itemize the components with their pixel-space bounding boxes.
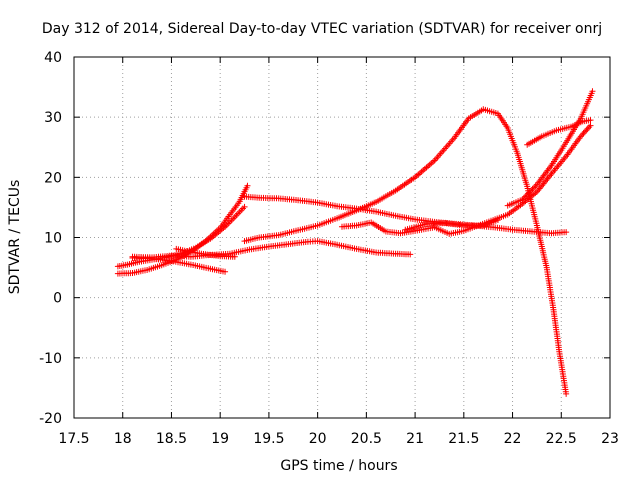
y-tick-label: 40 bbox=[44, 50, 62, 66]
y-tick-label: 0 bbox=[53, 291, 62, 307]
y-tick-label: 30 bbox=[44, 110, 62, 126]
chart-title: Day 312 of 2014, Sidereal Day-to-day VTE… bbox=[42, 21, 602, 37]
x-axis-title: GPS time / hours bbox=[280, 458, 397, 474]
series-track-g bbox=[241, 106, 570, 397]
x-tick-label: 19.5 bbox=[253, 431, 284, 447]
data-point bbox=[563, 229, 570, 236]
series-line bbox=[341, 125, 591, 235]
data-point bbox=[244, 182, 251, 189]
data-point bbox=[241, 203, 248, 210]
data-point bbox=[231, 253, 238, 260]
y-axis-title: SDTVAR / TECUs bbox=[7, 180, 23, 295]
x-tick-label: 20 bbox=[309, 431, 327, 447]
series-track-e bbox=[173, 245, 238, 260]
x-tick-label: 17.5 bbox=[58, 431, 89, 447]
x-tick-label: 22 bbox=[504, 431, 522, 447]
y-tick-label: -10 bbox=[39, 351, 62, 367]
series-track-i bbox=[504, 88, 596, 209]
x-tick-label: 23 bbox=[601, 431, 619, 447]
series-track-k bbox=[402, 217, 501, 233]
series-track-j bbox=[524, 117, 594, 148]
series-line bbox=[507, 91, 593, 207]
x-tick-label: 21 bbox=[406, 431, 424, 447]
y-tick-label: 20 bbox=[44, 170, 62, 186]
grid bbox=[74, 57, 610, 418]
data-point bbox=[222, 268, 229, 275]
x-tick-label: 21.5 bbox=[448, 431, 479, 447]
data-point bbox=[494, 217, 501, 224]
axis-ticks: 17.5 18 18.5 19 19.5 20 20.5 21 21.5 22 22.5 23 -20 -… bbox=[39, 50, 619, 447]
data-point bbox=[587, 117, 594, 124]
series-track-d bbox=[129, 238, 414, 261]
series-layer bbox=[114, 88, 596, 397]
y-tick-label: 10 bbox=[44, 231, 62, 247]
x-tick-label: 18.5 bbox=[156, 431, 187, 447]
x-tick-label: 22.5 bbox=[546, 431, 577, 447]
series-track-h bbox=[339, 122, 594, 237]
y-tick-label: -20 bbox=[39, 411, 62, 427]
data-point bbox=[407, 251, 414, 258]
data-point bbox=[587, 122, 594, 129]
data-point bbox=[589, 88, 596, 95]
x-tick-label: 20.5 bbox=[351, 431, 382, 447]
data-point bbox=[563, 390, 570, 397]
x-tick-label: 18 bbox=[114, 431, 132, 447]
x-tick-label: 19 bbox=[211, 431, 229, 447]
